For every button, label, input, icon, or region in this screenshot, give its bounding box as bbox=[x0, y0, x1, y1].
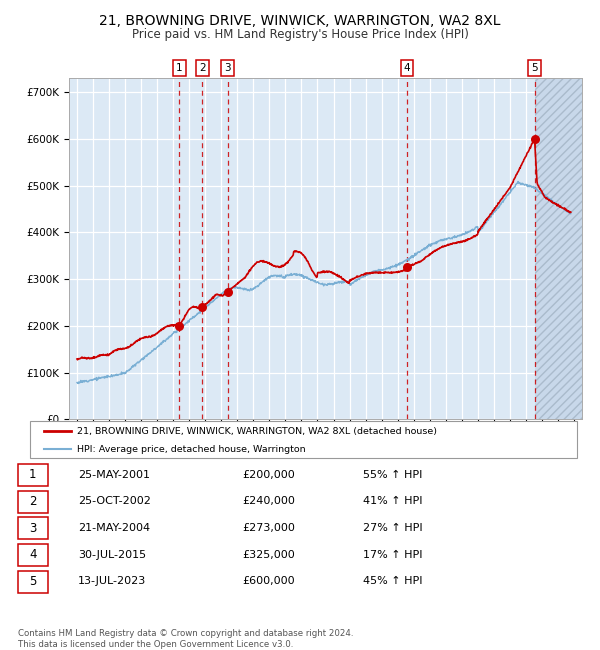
Text: HPI: Average price, detached house, Warrington: HPI: Average price, detached house, Warr… bbox=[77, 445, 305, 454]
Text: 2: 2 bbox=[199, 63, 206, 73]
FancyBboxPatch shape bbox=[18, 491, 48, 513]
Text: 30-JUL-2015: 30-JUL-2015 bbox=[78, 550, 146, 560]
Text: 1: 1 bbox=[176, 63, 183, 73]
Text: 3: 3 bbox=[29, 521, 37, 534]
Text: 27% ↑ HPI: 27% ↑ HPI bbox=[364, 523, 423, 533]
Text: Price paid vs. HM Land Registry's House Price Index (HPI): Price paid vs. HM Land Registry's House … bbox=[131, 28, 469, 41]
Text: 25-MAY-2001: 25-MAY-2001 bbox=[78, 470, 150, 480]
FancyBboxPatch shape bbox=[18, 571, 48, 593]
Text: £200,000: £200,000 bbox=[242, 470, 295, 480]
Text: 55% ↑ HPI: 55% ↑ HPI bbox=[364, 470, 423, 480]
Text: £325,000: £325,000 bbox=[242, 550, 295, 560]
FancyBboxPatch shape bbox=[30, 421, 577, 458]
Text: 41% ↑ HPI: 41% ↑ HPI bbox=[364, 497, 423, 506]
FancyBboxPatch shape bbox=[18, 517, 48, 539]
Text: £600,000: £600,000 bbox=[242, 577, 295, 586]
Text: £273,000: £273,000 bbox=[242, 523, 295, 533]
Text: 4: 4 bbox=[404, 63, 410, 73]
Text: 21-MAY-2004: 21-MAY-2004 bbox=[78, 523, 151, 533]
Text: 3: 3 bbox=[224, 63, 231, 73]
Text: 5: 5 bbox=[531, 63, 538, 73]
Text: £240,000: £240,000 bbox=[242, 497, 295, 506]
Text: 21, BROWNING DRIVE, WINWICK, WARRINGTON, WA2 8XL (detached house): 21, BROWNING DRIVE, WINWICK, WARRINGTON,… bbox=[77, 426, 437, 436]
Text: 17% ↑ HPI: 17% ↑ HPI bbox=[364, 550, 423, 560]
FancyBboxPatch shape bbox=[18, 464, 48, 486]
Text: 4: 4 bbox=[29, 549, 37, 562]
Text: 1: 1 bbox=[29, 468, 37, 481]
Text: 13-JUL-2023: 13-JUL-2023 bbox=[78, 577, 146, 586]
Text: 5: 5 bbox=[29, 575, 37, 588]
FancyBboxPatch shape bbox=[18, 544, 48, 566]
Text: 21, BROWNING DRIVE, WINWICK, WARRINGTON, WA2 8XL: 21, BROWNING DRIVE, WINWICK, WARRINGTON,… bbox=[99, 14, 501, 29]
Text: Contains HM Land Registry data © Crown copyright and database right 2024.
This d: Contains HM Land Registry data © Crown c… bbox=[18, 629, 353, 649]
Text: 2: 2 bbox=[29, 495, 37, 508]
Text: 45% ↑ HPI: 45% ↑ HPI bbox=[364, 577, 423, 586]
Text: 25-OCT-2002: 25-OCT-2002 bbox=[78, 497, 151, 506]
